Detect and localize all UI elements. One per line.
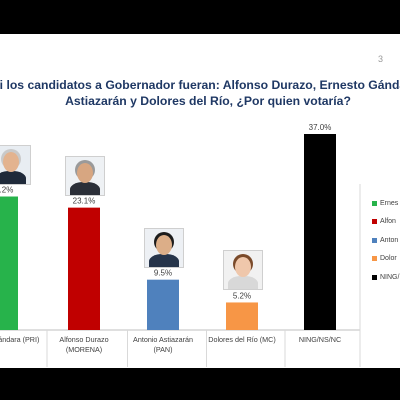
portrait-body-shape	[0, 170, 26, 184]
legend-swatch	[372, 237, 377, 243]
data-label-ning-ns-nc: 37.0%	[309, 123, 332, 132]
legend-swatch	[372, 200, 377, 206]
portrait-body-shape	[149, 253, 179, 267]
legend-swatch	[372, 274, 377, 280]
legend-label: Alfon	[380, 218, 396, 225]
legend-label: NING/	[380, 274, 400, 281]
legend-item-dolores-del-rio: Dolor	[372, 255, 397, 262]
legend-label: Anton	[380, 237, 399, 244]
slide: 3 3. Si los candidatos a Gobernador fuer…	[0, 34, 400, 368]
chart-title-line-1: 3. Si los candidatos a Gobernador fueran…	[0, 78, 400, 92]
legend-label: Dolor	[380, 255, 397, 262]
tick-label-alfonso-durazo: (MORENA)	[66, 345, 102, 354]
bar-alfonso-durazo	[68, 207, 100, 330]
portrait-face-shape	[77, 162, 93, 183]
portrait-body-shape	[228, 276, 258, 290]
bar-ning-ns-nc	[304, 134, 336, 330]
portrait-face-shape	[3, 151, 19, 172]
chart-title-line-2: Astiazarán y Dolores del Río, ¿Por quien…	[65, 94, 351, 108]
legend-item-ernesto-gandara: Ernes	[372, 200, 398, 207]
legend-label: Ernes	[380, 200, 399, 207]
bar-antonio-astiazaran	[147, 279, 179, 330]
tick-label-antonio-astiazaran: Antonio Astiazarán	[133, 335, 193, 344]
tick-label-dolores-del-rio: Dolores del Río (MC)	[208, 335, 276, 344]
bar-chart: 25.2% Gándara (PRI) 23.1% Alfonso Durazo(MO…	[0, 123, 361, 367]
data-label-ernesto-gandara: 25.2%	[0, 186, 13, 195]
tick-label-ernesto-gandara: Gándara (PRI)	[0, 335, 39, 344]
ernesto-gandara-photo	[0, 144, 31, 185]
tick-label-ning-ns-nc: NING/NS/NC	[299, 335, 341, 344]
legend-item-alfonso-durazo: Alfon	[372, 218, 396, 225]
corner-mark: 3	[378, 54, 384, 64]
dolores-del-rio-photo	[223, 250, 263, 291]
portrait-face-shape	[235, 257, 251, 278]
portrait-body-shape	[70, 181, 100, 195]
tick-label-antonio-astiazaran: (PAN)	[153, 345, 172, 354]
bar-dolores-del-rio	[226, 302, 258, 330]
alfonso-durazo-photo	[65, 155, 105, 196]
data-label-antonio-astiazaran: 9.5%	[154, 269, 172, 278]
legend-swatch	[372, 218, 377, 224]
legend-item-ning-ns-nc: NING/	[372, 274, 399, 281]
antonio-astiazaran-photo	[144, 227, 184, 268]
bar-ernesto-gandara	[0, 196, 18, 330]
legend-swatch	[372, 255, 377, 261]
legend-item-antonio-astiazaran: Anton	[372, 237, 398, 244]
data-label-alfonso-durazo: 23.1%	[73, 197, 96, 206]
data-label-dolores-del-rio: 5.2%	[233, 291, 251, 300]
chart-title: 3. Si los candidatos a Gobernador fueran…	[0, 77, 400, 109]
tick-label-alfonso-durazo: Alfonso Durazo	[59, 335, 108, 344]
portrait-face-shape	[156, 234, 172, 255]
